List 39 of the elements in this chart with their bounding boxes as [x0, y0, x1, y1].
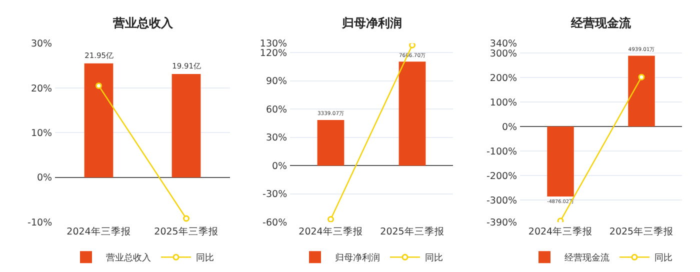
chart-title: 归母净利润 [341, 16, 402, 30]
y-tick-label: -100% [486, 146, 518, 158]
y-tick-label: 20% [30, 83, 52, 94]
y-tick-label: -10% [28, 217, 52, 228]
x-tick-label: 2024年三季报 [528, 225, 593, 238]
y-tick-label: 30% [266, 132, 288, 144]
data-label: 19.91亿 [172, 61, 200, 70]
y-tick-label: 90% [266, 76, 288, 88]
y-tick-label: 120% [260, 48, 288, 59]
y-tick-label: 100% [490, 97, 518, 108]
y-tick-label: 0% [502, 122, 518, 133]
y-tick-label: 0% [37, 172, 52, 184]
y-tick-label: 10% [30, 128, 52, 139]
x-tick-label: 2025年三季报 [380, 225, 444, 238]
y-tick-label: -60% [262, 217, 288, 228]
x-tick-label: 2025年三季报 [154, 225, 218, 238]
y-tick-label: -200% [486, 170, 518, 182]
legend-label: 经营现金流 [564, 252, 610, 264]
x-tick-label: 2024年三季报 [298, 225, 363, 238]
chart-title: 营业总收入 [112, 16, 174, 30]
y-tick-label: 60% [266, 104, 288, 116]
y-tick-label: 130% [260, 38, 288, 50]
y-tick-label: 0% [272, 160, 288, 172]
legend-label: 同比 [425, 252, 443, 264]
y-tick-label: 340% [490, 38, 518, 50]
x-tick-label: 2025年三季报 [609, 225, 674, 238]
legend-label: 营业总收入 [106, 252, 151, 264]
y-tick-label: 300% [490, 48, 518, 60]
legend-label: 归母净利润 [335, 252, 380, 264]
legend-label: 同比 [654, 252, 672, 264]
y-tick-label: -390% [486, 217, 518, 228]
y-tick-label: -300% [486, 195, 518, 206]
legend-label: 同比 [196, 252, 214, 264]
x-tick-label: 2024年三季报 [66, 225, 131, 238]
y-tick-label: 200% [490, 72, 518, 84]
data-label: 21.95亿 [84, 50, 113, 60]
y-tick-label: -30% [262, 189, 288, 200]
chart-title: 经营现金流 [570, 16, 632, 30]
y-tick-label: 30% [30, 38, 52, 50]
